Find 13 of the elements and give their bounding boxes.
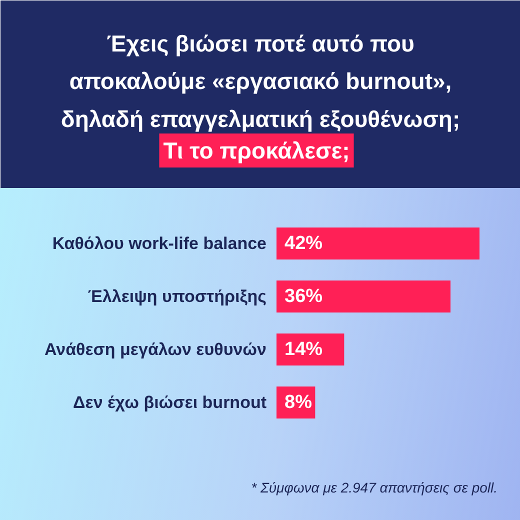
chart-subtitle: Τι το προκάλεσε; — [163, 138, 350, 164]
y-tick-label: Έλλειψη υποστήριξης — [88, 287, 267, 306]
bar — [276, 228, 480, 260]
y-tick-label: Δεν έχω βιώσει burnout — [73, 393, 267, 412]
data-label: 36% — [284, 286, 323, 307]
data-label: 8% — [284, 392, 312, 413]
bar — [276, 280, 450, 312]
data-label: 14% — [284, 339, 323, 360]
y-tick-label: Ανάθεση μεγάλων ευθυνών — [44, 340, 267, 359]
y-tick-label: Καθόλου work-life balance — [52, 234, 266, 253]
chart-title: Έχεις βιώσει ποτέ αυτό που αποκαλούμε «εργασιακό burnout», δηλαδή επαγγελματική εξουθένωση; — [60, 30, 460, 132]
data-label: 42% — [284, 233, 323, 254]
text: * Σύμφωνα με 2.947 απαντήσεις σε poll. — [251, 480, 498, 496]
